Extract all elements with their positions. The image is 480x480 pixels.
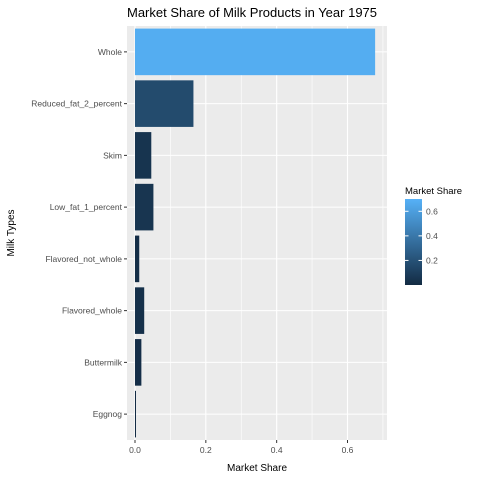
y-tick-label: Flavored_not_whole <box>45 254 122 264</box>
y-tick-label: Flavored_whole <box>62 306 122 316</box>
bar-reduced-fat-2-percent <box>135 80 194 127</box>
bar-whole <box>135 28 376 76</box>
y-tick-label: Whole <box>98 47 122 57</box>
bar-eggnog <box>135 390 136 438</box>
bar-flavored-whole <box>135 287 145 334</box>
legend-colorbar <box>405 199 422 285</box>
legend-label: 0.2 <box>426 255 438 265</box>
y-tick-label: Buttermilk <box>84 357 123 367</box>
y-tick-label: Eggnog <box>93 409 123 419</box>
x-tick-label: 0.0 <box>129 445 141 455</box>
x-axis: 0.0 0.2 0.4 0.6 <box>129 440 354 455</box>
legend-label: 0.6 <box>426 206 438 216</box>
y-tick-label: Low_fat_1_percent <box>50 202 123 212</box>
bar-skim <box>135 132 152 179</box>
bar-low-fat-1-percent <box>135 183 154 231</box>
chart-title: Market Share of Milk Products in Year 19… <box>127 5 377 20</box>
x-tick-label: 0.6 <box>342 445 354 455</box>
y-axis: Whole Reduced_fat_2_percent Skim Low_fat_1_… <box>31 47 127 419</box>
bar-flavored-not-whole <box>135 235 140 283</box>
bar-buttermilk <box>135 339 142 386</box>
legend-label: 0.4 <box>426 231 438 241</box>
y-tick-label: Skim <box>103 150 122 160</box>
y-axis-title: Milk Types <box>6 209 17 256</box>
legend-title: Market Share <box>405 186 462 197</box>
x-tick-label: 0.2 <box>200 445 212 455</box>
legend: Market Share 0.2 0.4 0.6 <box>405 186 462 285</box>
x-tick-label: 0.4 <box>271 445 283 455</box>
x-axis-title: Market Share <box>227 463 287 474</box>
bars <box>135 28 376 438</box>
legend-ticks: 0.2 0.4 0.6 <box>405 206 438 265</box>
y-tick-label: Reduced_fat_2_percent <box>31 99 122 109</box>
